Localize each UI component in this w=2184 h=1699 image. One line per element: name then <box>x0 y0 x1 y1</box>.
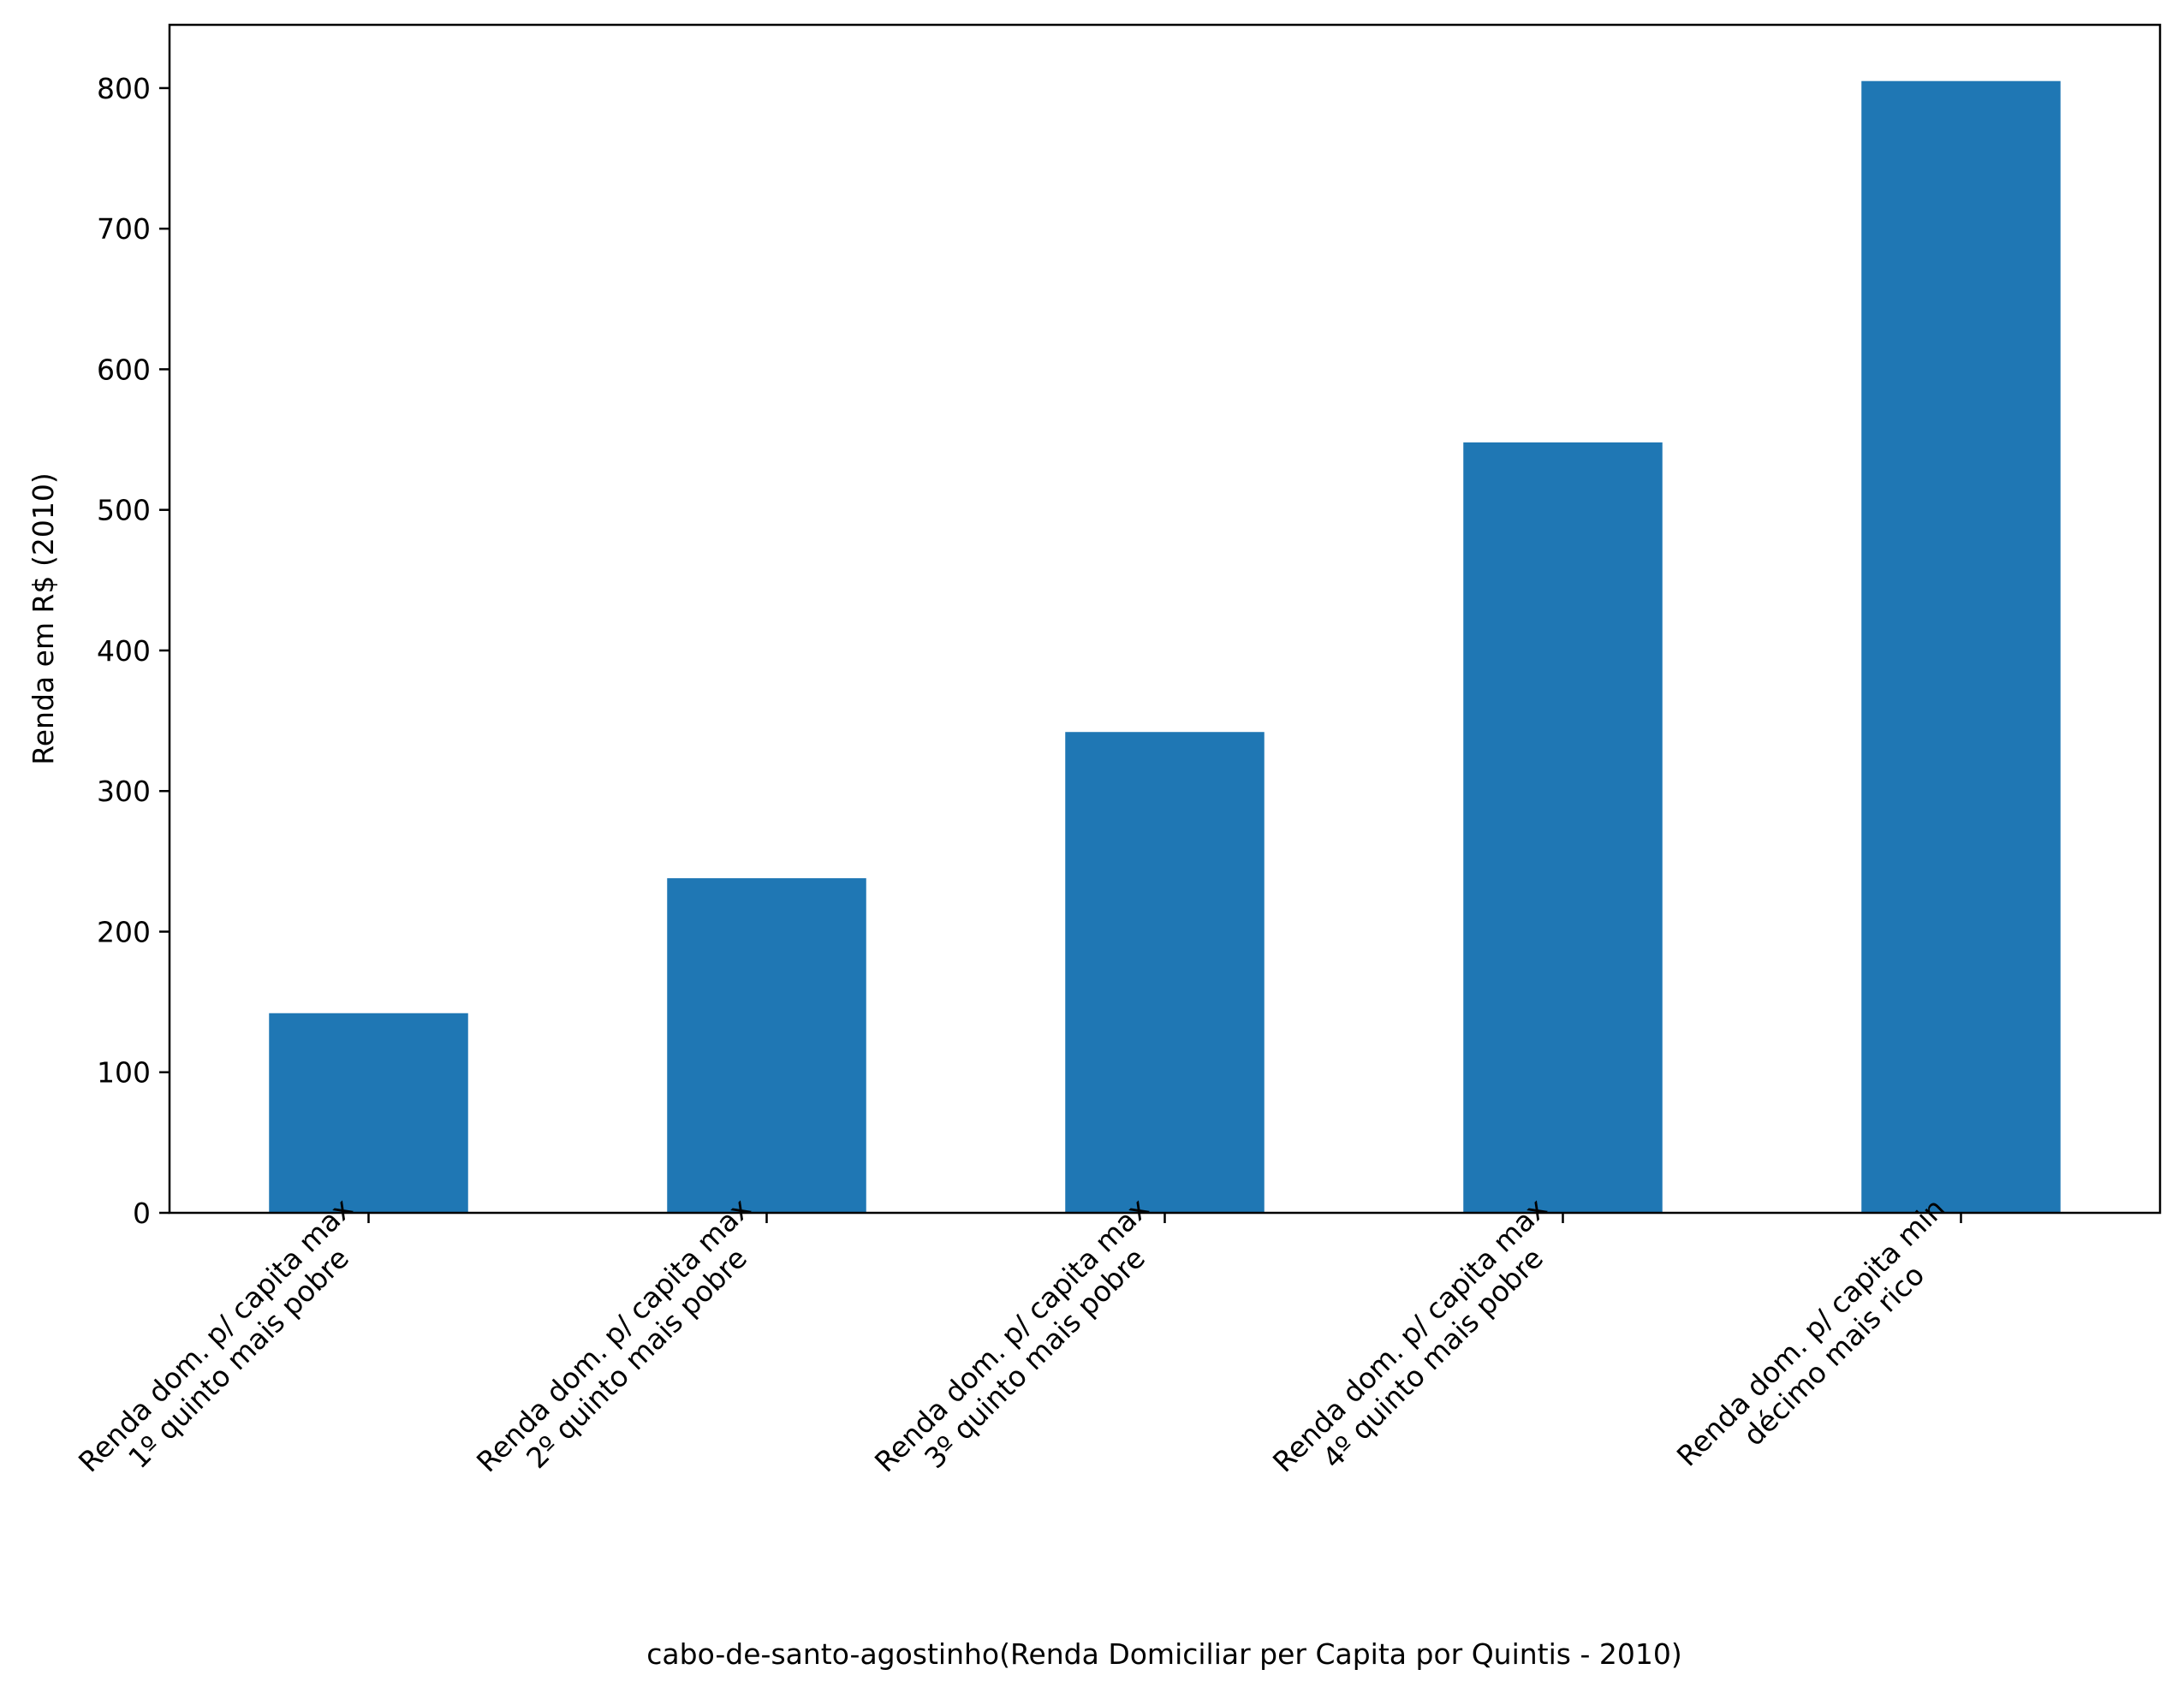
y-axis-label: Renda em R$ (2010) <box>27 472 60 764</box>
y-tick-label-700: 700 <box>97 212 151 246</box>
bar-4 <box>1463 442 1663 1213</box>
x-axis-label: cabo-de-santo-agostinho(Renda Domiciliar… <box>646 1637 1681 1671</box>
y-tick-label-400: 400 <box>97 634 151 668</box>
bar-2 <box>667 878 866 1213</box>
y-tick-label-800: 800 <box>97 72 151 105</box>
y-tick-label-0: 0 <box>133 1197 151 1230</box>
bars-layer <box>269 80 2061 1214</box>
y-tick-label-100: 100 <box>97 1056 151 1090</box>
y-tick-label-500: 500 <box>97 494 151 527</box>
plot-frame <box>168 23 2162 1215</box>
bar-1 <box>269 1013 468 1213</box>
y-tick-label-300: 300 <box>97 775 151 808</box>
y-axis-ticks: 0 100 200 300 400 500 600 700 800 <box>97 72 170 1230</box>
bar-3 <box>1065 732 1265 1213</box>
bar-5 <box>1861 80 2061 1214</box>
y-tick-label-600: 600 <box>97 353 151 386</box>
y-tick-label-200: 200 <box>97 915 151 948</box>
